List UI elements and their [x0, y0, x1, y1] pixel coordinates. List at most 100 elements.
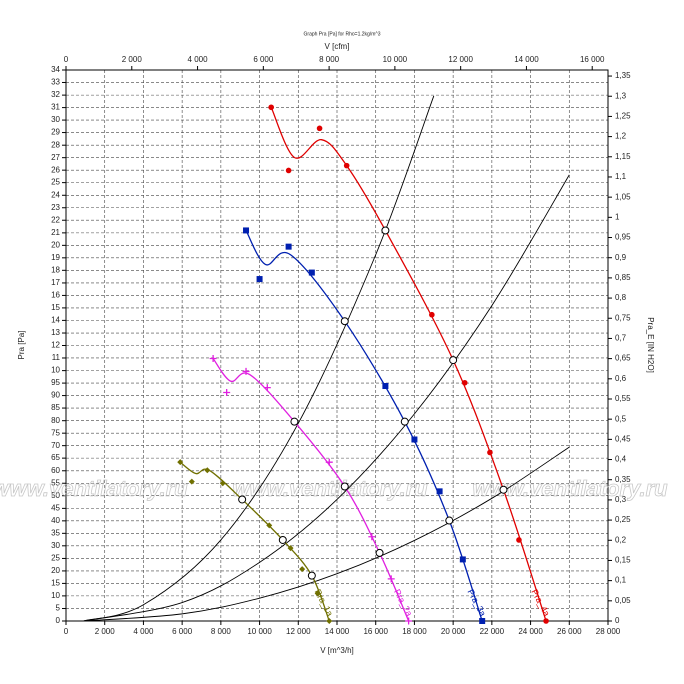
y2-tick-label: 0,1 [615, 576, 627, 585]
operating-point [290, 417, 299, 426]
x-tick-label: 26 000 [557, 627, 582, 636]
data-point [405, 617, 413, 625]
y2-tick-label: 0,4 [615, 455, 627, 464]
y2-tick-label: 0 [615, 616, 620, 625]
data-point [316, 125, 323, 132]
y-tick-label: 20 [51, 240, 60, 249]
data-point [314, 590, 321, 597]
y2-tick-label: 1,1 [615, 172, 627, 181]
watermark: www.ventilatory.ru [232, 476, 428, 501]
x-tick-label: 16 000 [363, 627, 388, 636]
data-point [387, 575, 395, 583]
y2-tick-label: 0,55 [615, 394, 631, 403]
y-tick-label: 45 [51, 503, 60, 512]
chart-title: Graph Pra [Pa] for Rho=1.2kg/m^3 [304, 31, 381, 37]
y-tick-label: 0 [56, 616, 61, 625]
y2-tick-label: 0,15 [615, 556, 631, 565]
y-tick-label: 16 [51, 291, 60, 300]
y-tick-label: 21 [51, 228, 60, 237]
y-tick-label: 12 [51, 341, 60, 350]
y2-tick-label: 0,3 [615, 495, 627, 504]
operating-point [445, 516, 454, 525]
y-tick-label: 10 [51, 366, 60, 375]
y2-tick-label: 0,7 [615, 334, 627, 343]
x-tick-label: 12 000 [286, 627, 311, 636]
y2-tick-label: 1,15 [615, 152, 631, 161]
data-point [256, 276, 263, 283]
y2-tick-label: 0,75 [615, 313, 631, 322]
y-tick-label: 13 [51, 328, 60, 337]
x2-tick-label: 10 000 [383, 55, 408, 64]
x-tick-label: 8 000 [211, 627, 232, 636]
y2-tick-label: 0,6 [615, 374, 627, 383]
y-tick-label: 26 [51, 165, 60, 174]
y-tick-label: 90 [51, 391, 60, 400]
y2-tick-label: 0,25 [615, 515, 631, 524]
data-point [285, 243, 292, 250]
x2-tick-label: 0 [64, 55, 69, 64]
x2-tick-label: 4 000 [188, 55, 209, 64]
y-tick-label: 50 [51, 491, 60, 500]
y-tick-label: 35 [51, 528, 60, 537]
data-point [411, 436, 418, 443]
data-point [287, 545, 294, 552]
y2-tick-label: 1,2 [615, 132, 627, 141]
data-point [543, 618, 549, 624]
x-tick-label: 28 000 [596, 627, 621, 636]
data-point [188, 478, 195, 485]
system-curve [83, 446, 570, 622]
data-point [268, 104, 274, 111]
data-point [429, 311, 435, 318]
y-tick-label: 19 [51, 253, 60, 262]
y2-tick-label: 0,85 [615, 273, 631, 282]
x2-tick-label: 6 000 [253, 55, 274, 64]
y-tick-label: 11 [52, 353, 61, 362]
x-axis-label: V [m^3/h] [320, 646, 354, 655]
y-tick-label: 18 [51, 265, 60, 274]
x-tick-label: 6 000 [172, 627, 193, 636]
x-tick-label: 10 000 [247, 627, 272, 636]
x-tick-label: 4 000 [133, 627, 154, 636]
x-tick-label: 20 000 [441, 627, 466, 636]
data-point [368, 533, 376, 541]
y-tick-label: 5 [56, 604, 61, 613]
y-tick-label: 25 [51, 178, 60, 187]
x-tick-label: 2 000 [95, 627, 116, 636]
system-curve [83, 95, 435, 622]
y2-axis-label: Pra_E [IN H2O] [646, 317, 655, 373]
data-point [487, 449, 493, 456]
y2-tick-label: 0,2 [615, 535, 627, 544]
data-point [325, 458, 333, 466]
operating-point [307, 571, 316, 580]
system-curve [83, 174, 570, 622]
y-tick-label: 30 [51, 541, 60, 550]
y-tick-label: 60 [51, 466, 60, 475]
operating-point [340, 317, 349, 326]
y2-tick-label: 0,8 [615, 293, 627, 302]
data-point [308, 269, 315, 276]
y-tick-label: 32 [51, 90, 60, 99]
y-tick-label: 17 [51, 278, 60, 287]
data-point [461, 379, 468, 386]
data-point [326, 618, 333, 624]
y-tick-label: 24 [51, 190, 60, 199]
y-tick-label: 14 [51, 315, 60, 324]
y2-tick-label: 0,05 [615, 596, 631, 605]
y2-tick-label: 0,35 [615, 475, 631, 484]
data-point [285, 167, 292, 174]
y-tick-label: 22 [51, 215, 60, 224]
y-tick-label: 23 [51, 203, 60, 212]
x-tick-label: 14 000 [325, 627, 350, 636]
y-tick-label: 15 [51, 579, 60, 588]
x2-tick-label: 8 000 [319, 55, 340, 64]
y-tick-label: 28 [51, 140, 60, 149]
x2-tick-label: 12 000 [448, 55, 473, 64]
y-tick-label: 85 [51, 403, 60, 412]
data-point [219, 480, 226, 487]
data-point [263, 384, 271, 392]
data-point [223, 388, 231, 396]
x2-tick-label: 14 000 [514, 55, 539, 64]
operating-point [499, 485, 508, 494]
y-tick-label: 31 [51, 103, 60, 112]
data-point [299, 566, 306, 573]
